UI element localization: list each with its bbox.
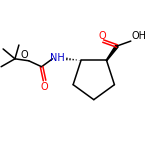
Text: O: O [20,50,28,60]
Text: NH: NH [50,53,64,63]
Polygon shape [106,45,118,61]
Text: O: O [98,31,106,41]
Text: OH: OH [132,31,147,41]
Text: O: O [41,81,48,92]
